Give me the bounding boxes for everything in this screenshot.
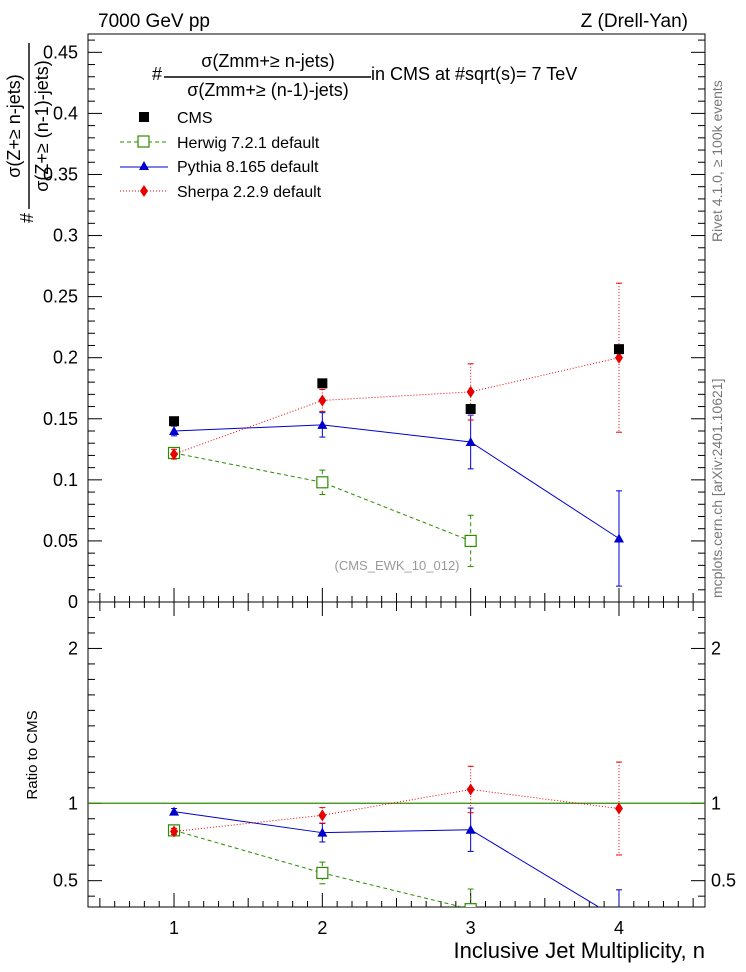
data-point-pythia (169, 806, 180, 816)
data-point-cms (169, 416, 180, 427)
x-tick-label: 3 (466, 918, 476, 938)
y-tick-label: 0.05 (43, 531, 78, 551)
legend: CMS Herwig 7.2.1 default Pythia 8.165 de… (120, 110, 322, 201)
data-point-sherpa (318, 394, 327, 407)
data-point-herwig (464, 534, 477, 548)
y-axis-label-denominator: σ(Z+≥ (n-1)-jets) (32, 60, 52, 192)
data-point-pythia (465, 436, 476, 446)
y-tick-label: 0.3 (53, 226, 78, 246)
y-tick-label: 0.4 (53, 103, 78, 123)
data-point-pythia (465, 824, 476, 834)
legend-marker-sherpa (140, 185, 148, 197)
ratio-y-tick-label-right: 2 (711, 638, 721, 658)
title-denominator: σ(Zmm+≥ (n-1)-jets) (187, 80, 348, 100)
data-point-pythia (317, 419, 328, 429)
y-tick-label: 0.15 (43, 409, 78, 429)
title-prefix: # (152, 64, 162, 84)
data-point-herwig (316, 866, 329, 880)
ratio-y-tick-label: 1 (68, 793, 78, 813)
ratio-line-sherpa (173, 788, 620, 832)
data-point-herwig (464, 903, 477, 907)
legend-marker-cms (139, 112, 149, 122)
x-tick-label: 4 (614, 918, 624, 938)
data-point-herwig (316, 476, 329, 489)
series-line-pythia (174, 424, 620, 539)
data-point-sherpa (466, 385, 475, 398)
y-axis-label-numerator: σ(Z+≥ n-jets) (4, 74, 24, 178)
y-tick-label: 0.25 (43, 287, 78, 307)
legend-marker-herwig (137, 135, 150, 148)
series-line-sherpa (173, 357, 620, 455)
ratio-y-tick-label: 2 (68, 638, 78, 658)
ratio-y-tick-label-right: 0.5 (711, 871, 736, 891)
data-point-sherpa (614, 351, 623, 364)
data-point-sherpa (318, 809, 327, 822)
data-point-sherpa (170, 448, 179, 461)
legend-marker-pythia (139, 161, 149, 170)
data-point-pythia (169, 425, 180, 435)
ratio-plot-frame (87, 601, 706, 908)
y-tick-label: 0.35 (43, 164, 78, 184)
y-tick-label: 0.1 (53, 470, 78, 490)
y-axis-label: # σ(Z+≥ n-jets) σ(Z+≥ (n-1)-jets) (4, 43, 52, 223)
legend-label-sherpa: Sherpa 2.2.9 default (177, 184, 322, 201)
x-tick-label: 1 (169, 918, 179, 938)
legend-label-herwig: Herwig 7.2.1 default (177, 135, 320, 152)
rivet-label: Rivet 4.1.0, ≥ 100k events (709, 80, 725, 242)
y-tick-label: 0.2 (53, 348, 78, 368)
y-tick-label: 0 (68, 592, 78, 612)
mcplots-label: mcplots.cern.ch [arXiv:2401.10621] (709, 379, 725, 598)
x-axis-label: Inclusive Jet Multiplicity, n (454, 938, 705, 963)
y-tick-label: 0.45 (43, 42, 78, 62)
data-point-cms (465, 404, 476, 415)
data-point-pythia (613, 533, 624, 543)
data-point-pythia (317, 827, 328, 837)
ratio-line-pythia (173, 811, 600, 907)
data-point-cms (317, 378, 328, 389)
data-point-cms (613, 344, 624, 355)
header-right: Z (Drell-Yan) (581, 11, 688, 32)
data-point-sherpa (614, 802, 623, 815)
chart-title: # σ(Zmm+≥ n-jets) σ(Zmm+≥ (n-1)-jets) in… (152, 51, 577, 100)
title-suffix: in CMS at #sqrt(s)= 7 TeV (371, 64, 577, 84)
ratio-y-axis-label: Ratio to CMS (24, 710, 41, 799)
analysis-watermark: (CMS_EWK_10_012) (335, 558, 460, 573)
legend-label-pythia: Pythia 8.165 default (177, 159, 319, 176)
header-left: 7000 GeV pp (98, 11, 210, 32)
data-point-sherpa (466, 783, 475, 796)
title-numerator: σ(Zmm+≥ n-jets) (201, 51, 335, 71)
y-axis-label-prefix: # (17, 213, 37, 223)
ratio-y-tick-label-right: 1 (711, 793, 721, 813)
series-line-herwig (173, 452, 471, 542)
data-point-sherpa (170, 825, 179, 838)
legend-label-cms: CMS (177, 110, 213, 127)
ratio-y-tick-label: 0.5 (53, 871, 78, 891)
x-tick-label: 2 (317, 918, 327, 938)
